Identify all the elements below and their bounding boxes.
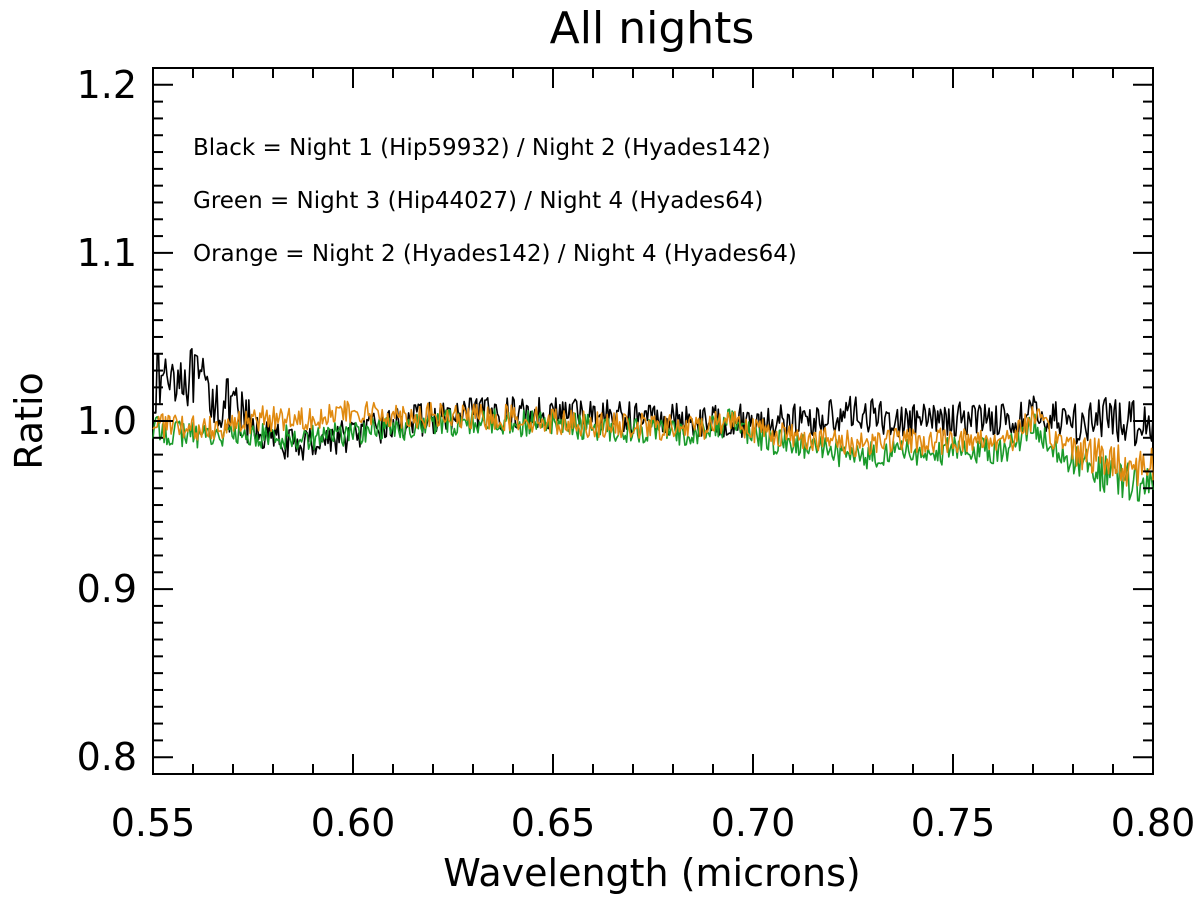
chart-title: All nights <box>550 3 755 54</box>
y-tick-label: 0.9 <box>77 567 137 611</box>
legend-layer: Black = Night 1 (Hip59932) / Night 2 (Hy… <box>193 135 797 267</box>
series-line-1 <box>152 347 1154 461</box>
legend-text-orange: Orange = Night 2 (Hyades142) / Night 4 (… <box>193 241 797 267</box>
series-layer <box>152 347 1154 502</box>
y-axis-label: Ratio <box>7 372 51 470</box>
series-line-3 <box>152 400 1154 487</box>
x-tick-label: 0.80 <box>1111 801 1196 845</box>
y-tick-label: 1.2 <box>77 63 137 107</box>
x-tick-label: 0.55 <box>111 801 196 845</box>
x-tick-label: 0.60 <box>311 801 396 845</box>
x-axis-label: Wavelength (microns) <box>443 851 861 895</box>
y-tick-label: 0.8 <box>77 735 137 779</box>
legend-text-black: Black = Night 1 (Hip59932) / Night 2 (Hy… <box>193 135 771 161</box>
y-tick-label: 1.0 <box>77 399 137 443</box>
x-tick-label: 0.75 <box>911 801 996 845</box>
y-tick-label: 1.1 <box>77 231 137 275</box>
legend-text-green: Green = Night 3 (Hip44027) / Night 4 (Hy… <box>193 188 763 214</box>
x-tick-label: 0.70 <box>711 801 796 845</box>
tick-layer: 0.55 0.60 0.65 0.70 0.75 0.80 0.8 0.9 1.0 1.1 1.2 <box>77 63 1196 845</box>
x-tick-label: 0.65 <box>511 801 596 845</box>
